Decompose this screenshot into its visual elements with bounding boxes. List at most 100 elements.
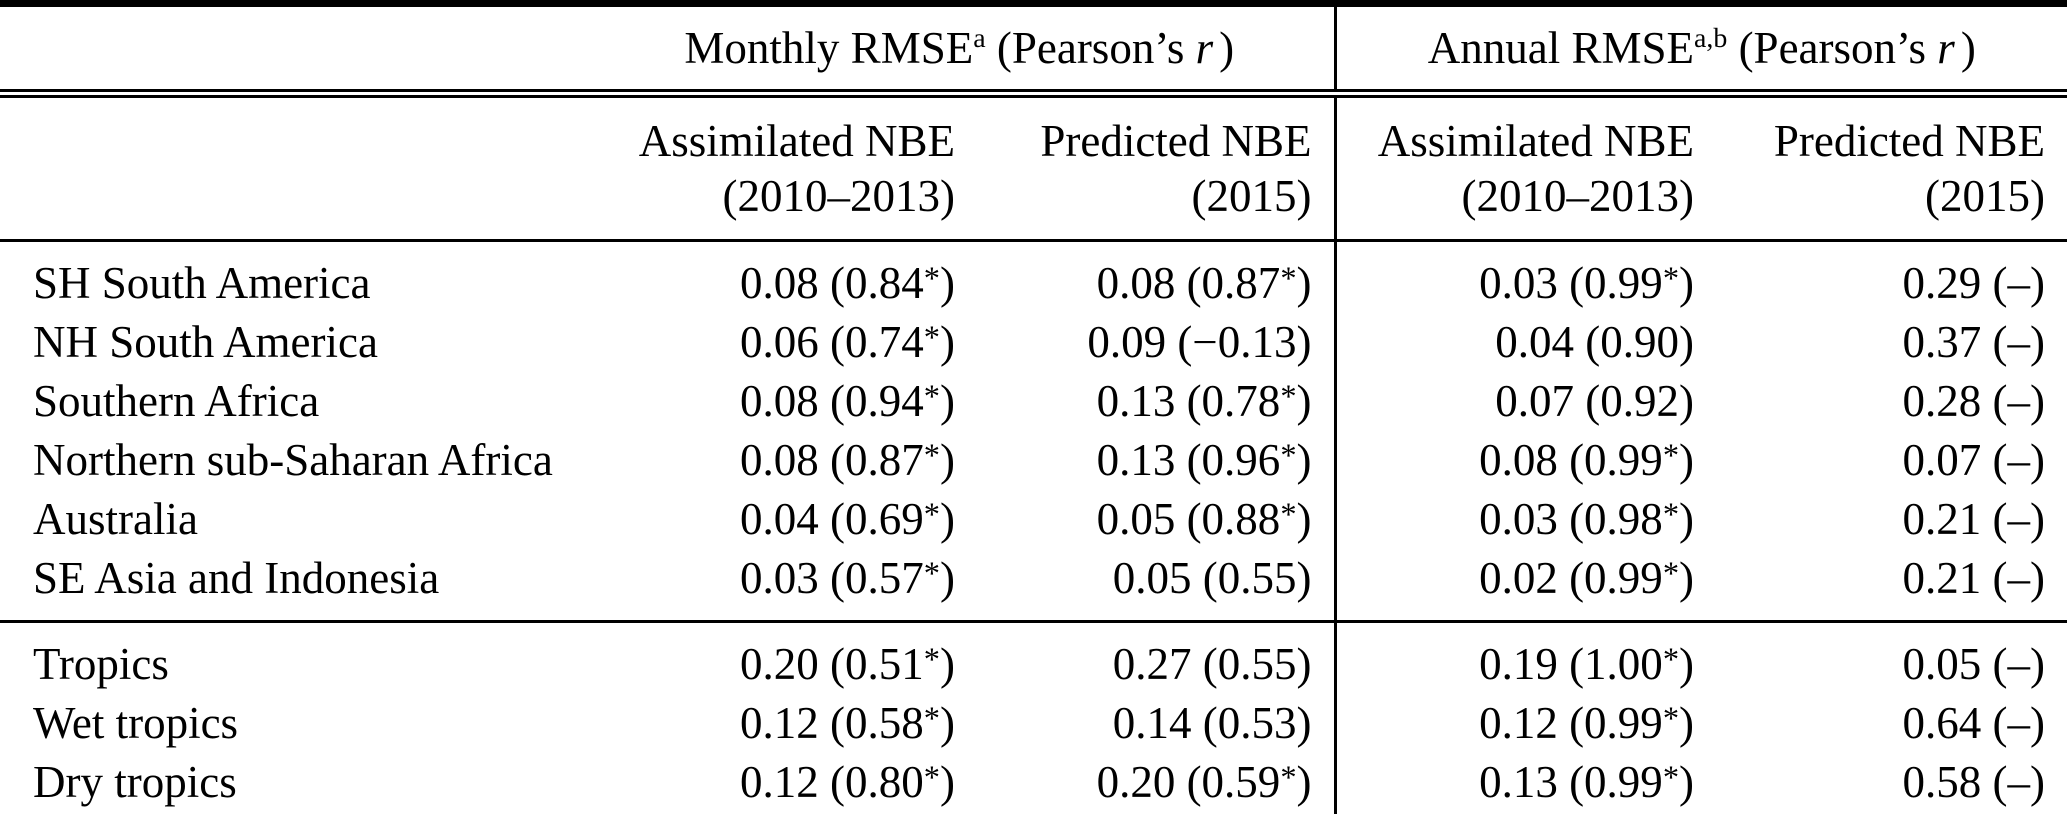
pearsons-label: (Pearson’s [1727, 23, 1938, 73]
value-cell: 0.08 (0.87*) [740, 434, 955, 485]
significance-star: * [1662, 700, 1680, 737]
region-label: Southern Africa [33, 375, 320, 426]
significance-star: * [923, 437, 940, 474]
subheader-annual-assimilated: Assimilated NBE (2010–2013) [1333, 93, 1711, 242]
value-cell: 0.04 (0.69*) [740, 493, 955, 544]
significance-star: * [923, 759, 940, 796]
significance-star: * [1280, 496, 1297, 533]
significance-star: * [923, 319, 940, 356]
value-cell: 0.37 (–) [1902, 316, 2046, 367]
region-label: Dry tropics [33, 756, 237, 807]
region-column-spacer [0, 3, 585, 98]
significance-star: * [1662, 555, 1680, 592]
significance-star: * [1662, 437, 1680, 474]
significance-star: * [923, 700, 940, 737]
value-cell: 0.29 (–) [1902, 257, 2046, 308]
subheader-line1: Predicted NBE [1040, 115, 1312, 166]
value-cell: 0.05 (–) [1710, 620, 2067, 693]
value-cell: 0.03 (0.98*) [1333, 489, 1711, 548]
value-cell: 0.06 (0.74*) [740, 316, 955, 367]
subheader-line2: (2010–2013) [722, 170, 955, 221]
subheader-line1: Assimilated NBE [638, 115, 955, 166]
table-body: SH South America 0.08 (0.84*) 0.08 (0.87*)… [0, 240, 2067, 814]
table-row: Tropics 0.20 (0.51*) 0.27 (0.55) 0.19 (1.00… [0, 620, 2067, 693]
value-cell: 0.02 (0.99*) [1333, 548, 1711, 622]
table-row: Southern Africa 0.08 (0.94*) 0.13 (0.78*) 0… [0, 371, 2067, 430]
region-label: Wet tropics [33, 697, 239, 748]
value-cell: 0.08 (0.94*) [740, 375, 955, 426]
significance-star: * [1662, 759, 1680, 796]
value-cell: 0.03 (0.57*) [740, 552, 955, 603]
subheader-line1: Predicted NBE [1773, 115, 2046, 166]
column-group-monthly: Monthly RMSEa (Pearson’s r) [585, 3, 1336, 98]
region-column-spacer [0, 93, 585, 242]
paren-close: ) [1960, 23, 1976, 73]
table-row: Dry tropics 0.12 (0.80*) 0.20 (0.59*) 0.13 … [0, 752, 2067, 814]
table-row: Wet tropics 0.12 (0.58*) 0.14 (0.53) 0.12 (… [0, 693, 2067, 752]
pearson-r-symbol: r [1937, 23, 1955, 73]
value-cell: 0.21 (–) [1902, 493, 2046, 544]
value-cell: 0.04 (0.90) [1333, 312, 1711, 371]
table-row: Australia 0.04 (0.69*) 0.05 (0.88*) 0.03 (0… [0, 489, 2067, 548]
significance-star: * [1280, 437, 1297, 474]
value-cell: 0.12 (0.58*) [740, 697, 955, 748]
value-cell: 0.27 (0.55) [965, 620, 1336, 693]
significance-star: * [923, 641, 940, 678]
value-cell: 0.13 (0.78*) [1096, 375, 1312, 426]
column-group-header-row: Monthly RMSEa (Pearson’s r) Annual RMSEa… [0, 3, 2067, 98]
subheader-line2: (2015) [1191, 170, 1312, 221]
value-cell: 0.21 (–) [1902, 552, 2046, 603]
value-cell: 0.13 (0.96*) [1096, 434, 1312, 485]
value-cell: 0.20 (0.51*) [585, 620, 965, 693]
subheader-annual-predicted: Predicted NBE (2015) [1710, 93, 2067, 242]
region-label: NH South America [33, 316, 378, 367]
value-cell: 0.12 (0.80*) [740, 756, 955, 807]
significance-star: * [923, 260, 940, 297]
significance-star: * [1280, 378, 1297, 415]
value-cell: 0.05 (0.55) [1112, 552, 1312, 603]
value-cell: 0.09 (−0.13) [1087, 316, 1312, 367]
significance-star: * [1280, 260, 1297, 297]
value-cell: 0.07 (–) [1902, 434, 2046, 485]
significance-star: * [923, 555, 940, 592]
footnote-marker-ab: a,b [1694, 23, 1728, 54]
subheader-line1: Assimilated NBE [1377, 115, 1695, 166]
table-row: Northern sub-Saharan Africa 0.08 (0.87*) 0… [0, 430, 2067, 489]
table-row: NH South America 0.06 (0.74*) 0.09 (−0.13)… [0, 312, 2067, 371]
value-cell: 0.14 (0.53) [1112, 697, 1312, 748]
region-label: SH South America [33, 257, 371, 308]
pearson-r-symbol: r [1195, 23, 1214, 73]
region-label: Tropics [0, 620, 585, 693]
value-cell: 0.08 (0.99*) [1333, 430, 1711, 489]
region-label: SE Asia and Indonesia [33, 552, 440, 603]
column-group-annual: Annual RMSEa,b (Pearson’s r) [1333, 3, 2067, 98]
value-cell: 0.05 (0.88*) [1096, 493, 1312, 544]
significance-star: * [1662, 496, 1680, 533]
significance-star: * [1280, 759, 1297, 796]
subheader-monthly-predicted: Predicted NBE (2015) [965, 93, 1336, 242]
significance-star: * [1662, 260, 1680, 297]
subheader-monthly-assimilated: Assimilated NBE (2010–2013) [585, 93, 965, 242]
monthly-rmse-label: Monthly RMSE [684, 23, 974, 73]
significance-star: * [923, 496, 940, 533]
value-cell: 0.08 (0.87*) [1096, 257, 1312, 308]
value-cell: 0.03 (0.99*) [1333, 240, 1711, 312]
footnote-marker-a: a [973, 23, 986, 54]
table-row: SE Asia and Indonesia 0.03 (0.57*) 0.05 (0… [0, 548, 2067, 622]
subheader-line2: (2010–2013) [1461, 170, 1695, 221]
significance-star: * [1662, 641, 1680, 678]
value-cell: 0.07 (0.92) [1333, 371, 1711, 430]
annual-rmse-label: Annual RMSE [1427, 23, 1694, 73]
value-cell: 0.12 (0.99*) [1333, 693, 1711, 752]
region-label: Australia [33, 493, 198, 544]
region-label: Northern sub-Saharan Africa [33, 434, 553, 485]
pearsons-label: (Pearson’s [985, 23, 1196, 73]
table-row: SH South America 0.08 (0.84*) 0.08 (0.87*)… [0, 240, 2067, 312]
value-cell: 0.58 (–) [1902, 756, 2046, 807]
value-cell: 0.19 (1.00*) [1333, 620, 1711, 693]
value-cell: 0.20 (0.59*) [1096, 756, 1312, 807]
value-cell: 0.28 (–) [1902, 375, 2046, 426]
paren-close: ) [1219, 23, 1235, 73]
